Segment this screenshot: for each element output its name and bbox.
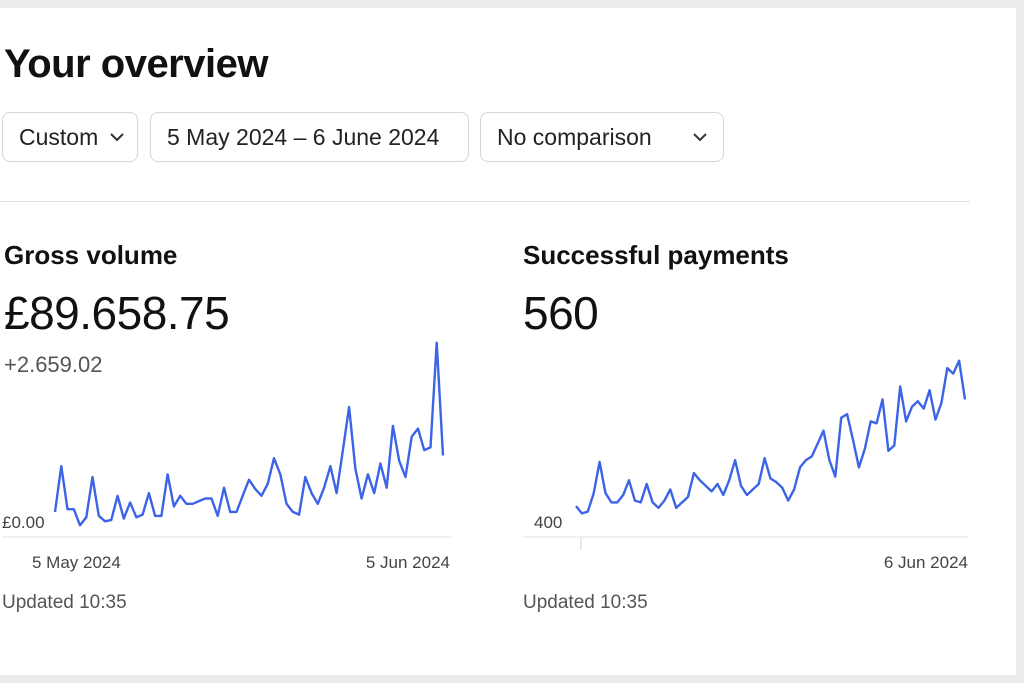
- successful-payments-value: 560: [523, 287, 599, 339]
- comparison-label: No comparison: [497, 123, 652, 150]
- comparison-dropdown[interactable]: No comparison: [480, 112, 724, 162]
- date-range-picker[interactable]: 5 May 2024 – 6 June 2024: [150, 112, 469, 162]
- date-range-preset-label: Custom: [19, 123, 99, 150]
- chevron-down-icon: [693, 132, 707, 142]
- date-range-preset-dropdown[interactable]: Custom: [2, 112, 138, 162]
- chevron-down-icon: [110, 132, 124, 142]
- page-title: Your overview: [4, 42, 268, 86]
- gross-volume-x-end-label: 5 Jun 2024: [366, 553, 450, 572]
- gross-volume-delta: +2.659.02: [4, 352, 103, 377]
- gross-volume-series-line: [53, 341, 445, 527]
- gross-volume-y-min-label: £0.00: [2, 513, 45, 532]
- successful-payments-updated: Updated 10:35: [523, 592, 648, 613]
- gross-volume-title[interactable]: Gross volume: [4, 240, 178, 270]
- successful-payments-title[interactable]: Successful payments: [523, 240, 789, 270]
- section-divider: [0, 201, 970, 202]
- gross-volume-updated: Updated 10:35: [2, 592, 127, 613]
- gross-volume-value: £89.658.75: [4, 287, 230, 339]
- gross-volume-x-start-label: 5 May 2024: [32, 553, 121, 572]
- date-range-label: 5 May 2024 – 6 June 2024: [167, 123, 440, 150]
